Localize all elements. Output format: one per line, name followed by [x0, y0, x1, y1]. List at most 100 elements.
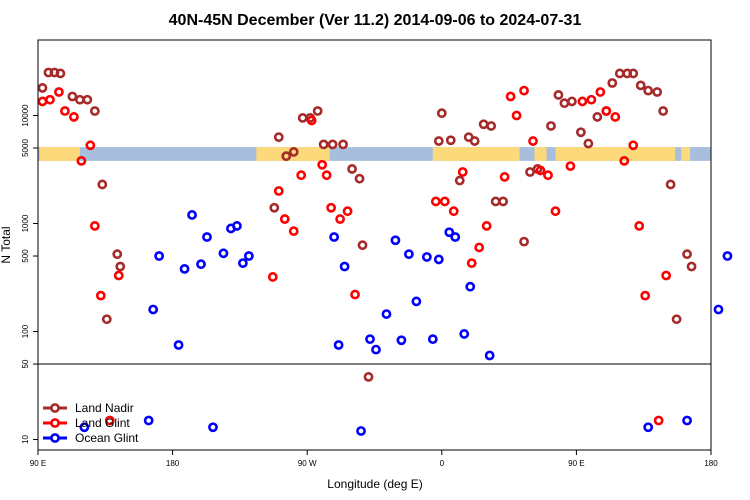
data-point — [45, 94, 55, 105]
data-point — [279, 214, 290, 224]
y-tick-label: 10 — [21, 435, 30, 444]
data-point — [686, 261, 697, 272]
data-point — [85, 140, 96, 151]
data-point — [682, 415, 692, 426]
y-tick-label: 1000 — [21, 214, 30, 232]
data-point — [628, 68, 639, 79]
x-tick-label: 0 — [440, 459, 445, 468]
data-point — [321, 170, 332, 181]
data-point — [396, 335, 407, 346]
x-tick-label: 180 — [704, 459, 718, 468]
plot-frame — [37, 39, 712, 451]
data-point — [469, 136, 480, 146]
x-tick-label: 90 W — [298, 459, 317, 468]
series-land-glint — [37, 85, 672, 426]
data-point — [411, 296, 422, 307]
data-point — [187, 210, 197, 220]
data-point — [339, 261, 350, 272]
data-point — [342, 206, 353, 217]
y-tick-label: 500 — [21, 249, 30, 263]
data-point — [329, 232, 340, 242]
data-point — [335, 214, 346, 224]
y-tick-label: 100 — [21, 324, 30, 338]
data-point — [595, 87, 606, 97]
data-point — [269, 202, 280, 213]
data-point — [525, 167, 535, 177]
data-point — [592, 112, 603, 122]
data-point — [586, 94, 597, 105]
data-point — [113, 270, 124, 281]
data-point — [444, 227, 455, 238]
data-point — [196, 259, 206, 270]
data-point — [490, 196, 501, 207]
data-point — [318, 139, 329, 150]
data-point — [288, 147, 299, 157]
legend-item: Land Glint — [43, 416, 130, 430]
data-point — [202, 232, 212, 242]
data-point — [484, 350, 495, 361]
data-point — [281, 151, 292, 162]
data-point — [273, 186, 284, 196]
data-point — [363, 372, 374, 382]
data-point — [60, 106, 70, 116]
data-point — [439, 196, 450, 207]
legend-marker — [50, 433, 60, 443]
data-point — [553, 90, 564, 100]
data-point — [658, 106, 669, 116]
y-axis-label: N Total — [0, 226, 13, 263]
data-point — [218, 248, 229, 259]
data-point — [457, 167, 468, 177]
data-point — [511, 110, 522, 121]
data-point — [273, 132, 284, 143]
series-land-nadir — [37, 67, 697, 382]
data-point — [306, 115, 317, 126]
data-point — [381, 309, 392, 319]
legend-marker — [50, 403, 60, 413]
data-point — [173, 340, 184, 350]
x-tick-label: 90 E — [568, 459, 584, 468]
x-tick-label: 180 — [166, 459, 180, 468]
data-point — [430, 196, 441, 207]
data-point — [421, 252, 432, 262]
data-point — [89, 106, 100, 116]
data-point — [74, 94, 85, 105]
data-point — [243, 251, 254, 261]
data-point — [543, 170, 553, 181]
x-tick-label: 90 E — [30, 459, 46, 468]
data-point — [498, 196, 509, 207]
band-segment — [256, 147, 330, 161]
data-point — [433, 254, 444, 265]
data-point — [601, 106, 612, 116]
data-point — [101, 314, 112, 325]
data-point — [448, 206, 459, 217]
legend-label: Land Glint — [75, 416, 130, 430]
y-tick-label: 50 — [21, 359, 30, 368]
data-point — [466, 258, 477, 268]
chart-title: 40N-45N December (Ver 11.2) 2014-09-06 t… — [169, 12, 582, 29]
legend-marker — [50, 418, 60, 428]
data-point — [179, 263, 190, 274]
data-point — [95, 290, 106, 301]
data-point — [713, 304, 724, 315]
data-point — [354, 173, 365, 184]
x-axis-ticks: 90 E 180 90 W 0 90 E 180 — [30, 450, 718, 468]
data-point — [450, 232, 461, 242]
data-point — [327, 139, 338, 150]
data-point — [519, 85, 529, 96]
data-point — [577, 96, 588, 107]
data-point — [112, 249, 123, 260]
data-point — [652, 87, 663, 97]
data-point — [267, 272, 278, 282]
data-point — [478, 119, 489, 130]
data-point — [643, 85, 654, 96]
data-point — [634, 221, 645, 231]
data-point — [653, 415, 664, 426]
data-point — [390, 235, 401, 246]
data-point — [208, 422, 218, 433]
legend-label: Ocean Glint — [75, 431, 139, 445]
data-point — [454, 175, 465, 186]
data-point — [97, 179, 108, 190]
data-points — [37, 67, 733, 436]
data-point — [37, 83, 48, 93]
data-point — [350, 289, 360, 300]
